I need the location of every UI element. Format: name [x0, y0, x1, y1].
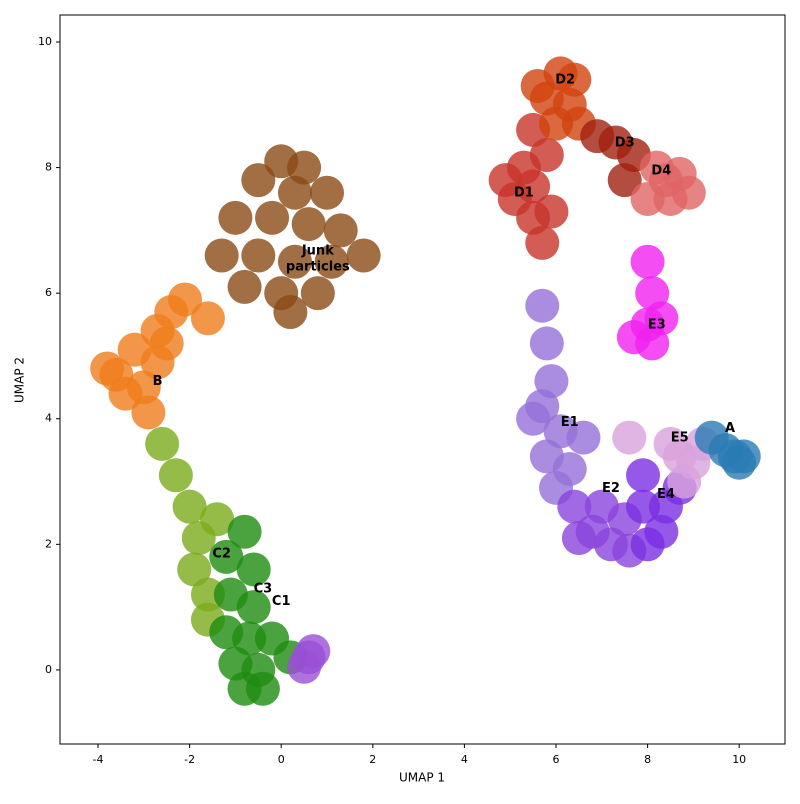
point [131, 395, 166, 430]
point [241, 163, 276, 198]
point [525, 225, 560, 260]
point [644, 514, 679, 549]
point [612, 420, 647, 455]
point [273, 295, 308, 329]
cluster-label: Junk particles [286, 243, 350, 274]
point [241, 238, 276, 273]
point [168, 282, 203, 317]
point [626, 458, 661, 493]
point [534, 364, 569, 399]
point [300, 276, 335, 311]
point [635, 276, 670, 311]
x-tick-label: 0 [278, 753, 285, 766]
point [557, 489, 592, 524]
point [346, 238, 381, 273]
plot-frame [59, 14, 786, 745]
point [158, 458, 193, 493]
y-tick-label: 8 [45, 161, 52, 174]
point [488, 163, 523, 198]
y-tick-label: 2 [45, 537, 52, 550]
point [310, 175, 345, 210]
cluster-label: E3 [648, 317, 666, 332]
point [255, 200, 290, 235]
point [227, 269, 262, 304]
y-tick-label: 10 [38, 35, 52, 48]
point [722, 445, 757, 480]
point [177, 552, 212, 587]
point [245, 671, 280, 706]
x-axis-label: UMAP 1 [399, 771, 445, 785]
y-tick-label: 6 [45, 286, 52, 299]
cluster-label: D4 [651, 163, 671, 178]
point [630, 181, 665, 216]
cluster-label: B [153, 374, 163, 389]
point [145, 426, 180, 461]
cluster-label: C2 [212, 546, 231, 561]
point [635, 326, 670, 361]
point [520, 68, 555, 103]
point [172, 489, 207, 524]
x-tick-label: 4 [461, 753, 468, 766]
point [218, 200, 253, 235]
point [516, 401, 551, 436]
points [90, 56, 761, 706]
point [227, 514, 262, 549]
point [200, 502, 235, 537]
point [534, 194, 569, 229]
point [90, 351, 125, 386]
point [291, 207, 326, 242]
x-tick-label: -2 [184, 753, 195, 766]
point [561, 521, 596, 556]
point [557, 62, 592, 97]
point [236, 552, 271, 587]
point [653, 426, 688, 461]
y-axis-label: UMAP 2 [13, 357, 27, 403]
point [694, 420, 729, 455]
point [607, 163, 642, 198]
x-tick-label: 6 [553, 753, 560, 766]
point [277, 175, 312, 210]
cluster-label: D3 [615, 135, 635, 150]
cluster-label: A [725, 421, 735, 436]
y-tick-label: 4 [45, 412, 52, 425]
point [525, 288, 560, 323]
point [190, 301, 225, 336]
point [149, 326, 184, 361]
point [209, 539, 244, 574]
cluster-label: C1 [272, 593, 291, 608]
point [630, 244, 665, 279]
cluster-label: E1 [561, 414, 579, 429]
x-tick-label: 8 [644, 753, 651, 766]
point [671, 175, 706, 210]
point [296, 634, 331, 669]
point [566, 420, 601, 455]
point [323, 213, 358, 248]
point [204, 238, 239, 273]
cluster-label: C3 [254, 581, 273, 596]
point [639, 150, 674, 185]
x-tick-label: -4 [93, 753, 104, 766]
x-tick-label: 10 [732, 753, 746, 766]
y-tick-label: 0 [45, 663, 52, 676]
point [667, 464, 702, 499]
point [539, 106, 574, 141]
cluster-label: E4 [657, 487, 675, 502]
cluster-label: E5 [671, 430, 689, 445]
x-tick-label: 2 [369, 753, 376, 766]
point [314, 244, 349, 279]
point [529, 138, 564, 173]
cluster-label: E2 [602, 480, 620, 495]
point [236, 590, 271, 625]
cluster-label: D1 [514, 185, 534, 200]
point [277, 244, 312, 279]
point [108, 376, 143, 411]
point [529, 326, 564, 361]
cluster-label: D2 [555, 72, 575, 87]
